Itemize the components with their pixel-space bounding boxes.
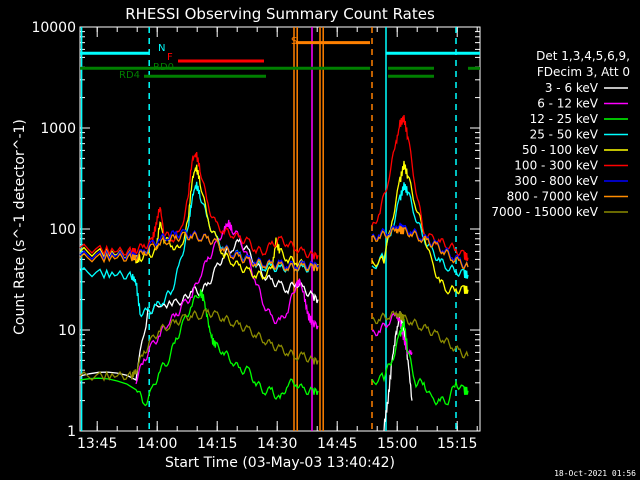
legend-label: 6 - 12 keV — [537, 97, 599, 111]
chart-title: RHESSI Observing Summary Count Rates — [125, 5, 435, 23]
series-curve — [135, 219, 319, 385]
y-tick-label: 1000 — [40, 121, 76, 137]
series-curve — [371, 318, 469, 406]
x-tick-label: 14:30 — [257, 436, 297, 452]
legend-label: 100 - 300 keV — [514, 159, 598, 173]
flag-label: F — [167, 52, 173, 63]
flag-label: RD4 — [119, 70, 140, 81]
series-curve — [371, 222, 469, 269]
legend-label: 300 - 800 keV — [514, 174, 598, 188]
series-curve — [79, 152, 319, 260]
plot-area: 1 10 100 1000 10000 13:45 14:00 14:15 14:30 14:45… — [31, 20, 481, 452]
legend-label: 50 - 100 keV — [522, 143, 599, 157]
x-tick-label: 14:00 — [137, 436, 177, 452]
x-tick-label: 14:15 — [197, 436, 237, 452]
series-curve — [79, 289, 319, 407]
legend-label: 800 - 7000 keV — [507, 190, 599, 204]
x-tick-label: 15:15 — [437, 436, 477, 452]
legend-header-line-2: FDecim 3, Att 0 — [537, 65, 630, 79]
series-curve — [79, 231, 319, 273]
series-curve — [371, 115, 469, 262]
series-curve — [79, 164, 319, 280]
series-curve — [371, 310, 469, 359]
legend-label: 12 - 25 keV — [530, 112, 599, 126]
legend-header: Det 1,3,4,5,6,9, FDecim 3, Att 0 — [536, 49, 630, 79]
x-tick-label: 14:45 — [317, 436, 357, 452]
flag-label: N — [158, 43, 165, 54]
x-axis-label: Start Time (03-May-03 13:40:42) — [165, 455, 395, 471]
legend-label: 25 - 50 keV — [530, 128, 599, 142]
y-tick-label: 100 — [49, 222, 76, 238]
timestamp: 18-Oct-2021 01:56 — [554, 469, 636, 478]
series-curve — [79, 181, 319, 318]
series-curve — [371, 160, 469, 295]
series-curve — [79, 308, 319, 382]
series-curve — [79, 237, 319, 381]
plot-frame — [79, 26, 481, 432]
x-tick-label: 13:45 — [77, 436, 117, 452]
legend-label: 7000 - 15000 keV — [491, 205, 598, 219]
legend-label: 3 - 6 keV — [545, 81, 599, 95]
y-tick-label: 10000 — [31, 20, 76, 36]
series-curve — [371, 225, 469, 270]
y-tick-label: 10 — [58, 323, 76, 339]
y-tick-label: 1 — [67, 424, 76, 440]
series-curve — [371, 310, 413, 355]
legend-header-line-1: Det 1,3,4,5,6,9, — [536, 49, 630, 63]
flag-label: S — [291, 36, 297, 47]
flag-label: RD0 — [153, 62, 174, 73]
series-curve — [383, 311, 413, 431]
y-axis-label: Count Rate (s^-1 detector^-1) — [12, 119, 28, 335]
x-tick-label: 15:00 — [377, 436, 417, 452]
